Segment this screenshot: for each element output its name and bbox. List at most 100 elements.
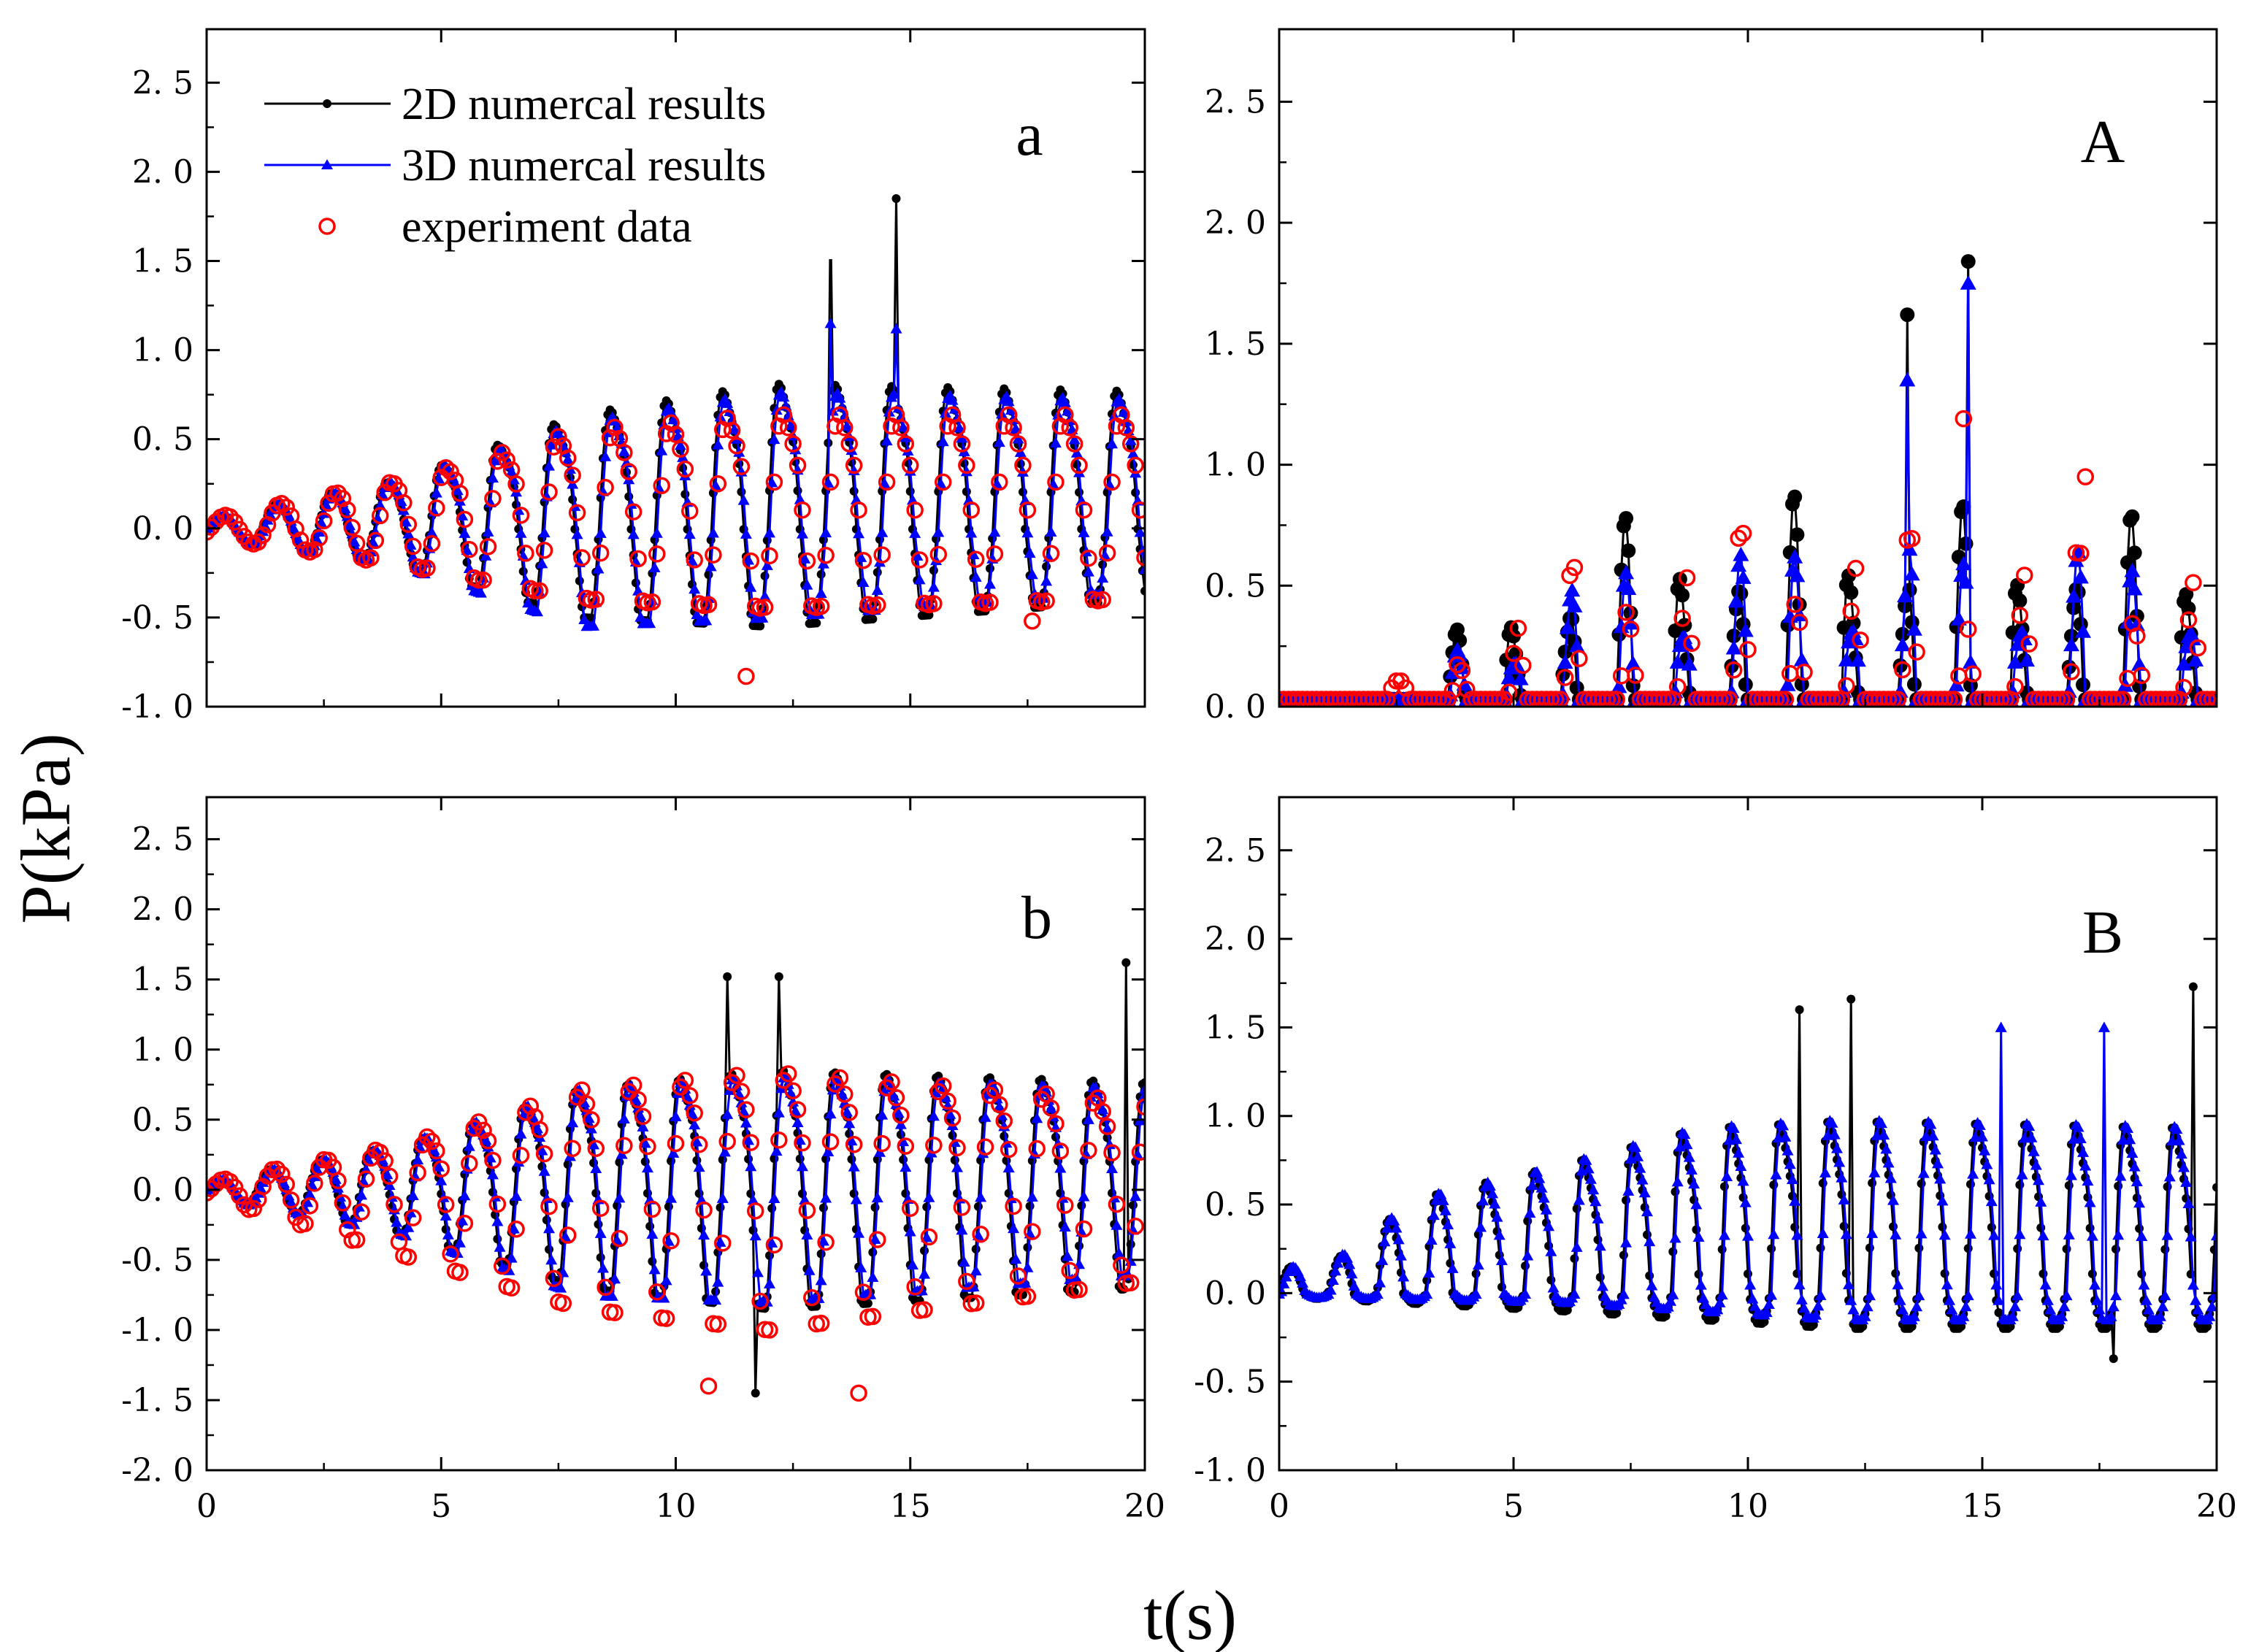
point-3D-b (745, 1160, 757, 1172)
point-exp-A (1430, 691, 1448, 707)
point-exp-a (897, 435, 915, 453)
point-3D-B (2140, 1294, 2152, 1305)
point-3D-a (820, 526, 832, 538)
point-3D-b (918, 1268, 931, 1279)
point-3D-B (1896, 1303, 1909, 1315)
point-3D-a (937, 435, 949, 447)
series-3D-B (1279, 1021, 2217, 1325)
point-3D-b (646, 1228, 659, 1239)
point-exp-a (550, 428, 567, 445)
point-exp-a (343, 518, 361, 537)
point-2D-B (1865, 1243, 1874, 1253)
point-3D-B (1392, 1234, 1405, 1245)
point-3D-b (637, 1121, 649, 1132)
point-3D-B (1915, 1227, 1928, 1239)
point-exp-A (1842, 602, 1860, 621)
point-3D-B (2206, 1300, 2217, 1312)
point-exp-a (756, 599, 774, 616)
point-3D-B (1985, 1195, 1998, 1207)
point-3D-a (459, 527, 471, 538)
point-3D-B (1993, 1294, 2005, 1305)
point-3D-B (1760, 1306, 1773, 1318)
y-tick-label-b: 0. 0 (132, 1172, 193, 1209)
point-3D-b (855, 1261, 867, 1272)
point-3D-B (1742, 1230, 1754, 1241)
point-3D-b (718, 1145, 731, 1157)
point-3D-B (1475, 1221, 1487, 1232)
point-3D-A (1512, 670, 1529, 685)
point-3D-b (608, 1272, 621, 1284)
point-3D-B (1941, 1278, 1953, 1290)
point-exp-a (798, 552, 816, 570)
y-tick-label-B: 0. 5 (1205, 1186, 1266, 1223)
point-exp-b (606, 1304, 624, 1321)
point-3D-b (435, 1175, 448, 1186)
y-tick-label-b: -1. 0 (121, 1312, 193, 1349)
point-3D-B (2098, 1021, 2110, 1032)
point-3D-b (791, 1116, 804, 1127)
point-3D-a (1127, 447, 1139, 458)
point-2D-a (680, 489, 690, 499)
point-3D-B (1584, 1173, 1597, 1184)
point-2D-a (793, 486, 802, 496)
point-3D-b (850, 1194, 862, 1205)
point-exp-b (610, 1229, 629, 1248)
point-3D-B (1545, 1245, 1557, 1256)
point-3D-a (881, 434, 893, 446)
point-3D-a (594, 527, 607, 538)
point-3D-A (1962, 654, 1979, 669)
point-3D-B (1727, 1122, 1740, 1133)
point-3D-B (1665, 1295, 1677, 1306)
point-3D-b (329, 1173, 342, 1184)
point-exp-A (1959, 621, 1977, 638)
point-exp-b (676, 1072, 694, 1089)
point-2D-b (1128, 1200, 1138, 1210)
point-exp-b (451, 1264, 469, 1281)
point-3D-b (845, 1134, 858, 1146)
point-exp-b (761, 1321, 778, 1339)
point-2D-b (1121, 958, 1131, 967)
point-exp-b (461, 1155, 478, 1172)
point-3D-B (1964, 1228, 1976, 1239)
point-exp-b (925, 1137, 943, 1154)
point-3D-B (1589, 1195, 1602, 1207)
point-exp-a (418, 559, 436, 577)
point-3D-a (644, 617, 656, 629)
point-exp-a (948, 419, 966, 437)
point-3D-B (2041, 1294, 2054, 1305)
point-exp-b (1070, 1280, 1088, 1299)
point-3D-a (927, 581, 940, 592)
point-3D-B (1988, 1229, 2001, 1240)
point-3D-a (756, 612, 769, 623)
point-3D-B (1444, 1237, 1457, 1248)
point-exp-b (348, 1231, 366, 1249)
point-exp-A (1500, 683, 1518, 702)
point-exp-b (873, 1134, 891, 1153)
point-3D-b (979, 1111, 992, 1122)
point-3D-a (1068, 434, 1081, 445)
point-exp-b (301, 1197, 319, 1215)
point-exp-a (789, 456, 807, 475)
point-3D-B (1908, 1310, 1920, 1321)
point-3D-B (1868, 1167, 1881, 1177)
point-3D-a (486, 472, 499, 483)
point-exp-b (794, 1134, 811, 1152)
point-exp-A (2179, 611, 2198, 629)
point-3D-b (900, 1161, 912, 1172)
point-3D-b (1139, 1083, 1145, 1094)
point-2D-a (929, 566, 938, 575)
point-exp-A (1941, 691, 1958, 707)
point-3D-B (1819, 1167, 1831, 1177)
point-3D-B (1917, 1167, 1930, 1178)
point-exp-a (657, 425, 675, 442)
point-3D-B (2056, 1310, 2068, 1321)
y-tick-label-b: 1. 5 (132, 961, 193, 999)
point-3D-A (1500, 669, 1517, 685)
point-3D-B (1932, 1158, 1944, 1169)
point-3D-a (627, 528, 640, 539)
point-3D-a (932, 526, 945, 537)
point-exp-b (840, 1104, 858, 1121)
point-3D-b (714, 1236, 726, 1247)
point-3D-B (1395, 1250, 1407, 1261)
point-3D-a (857, 576, 870, 588)
